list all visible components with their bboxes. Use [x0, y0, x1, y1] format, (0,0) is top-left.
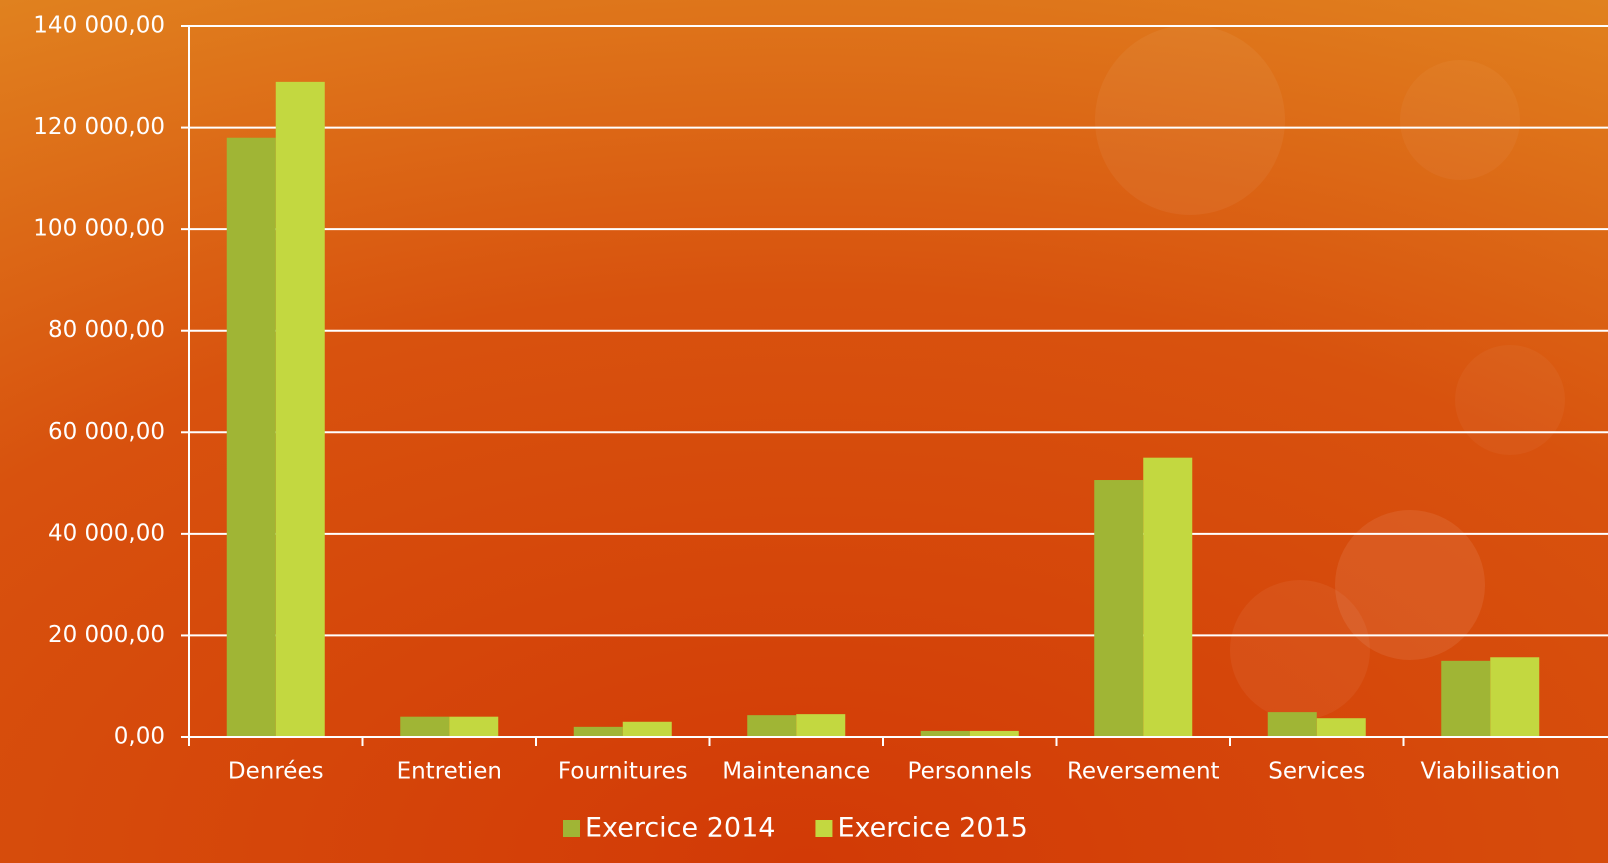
decor-circle: [1455, 345, 1565, 455]
y-tick-label: 120 000,00: [33, 114, 165, 140]
x-tick-label: Fournitures: [558, 759, 688, 785]
decor-circle: [1230, 580, 1370, 720]
bar: [747, 715, 797, 737]
bar: [275, 81, 325, 738]
bar: [400, 716, 450, 737]
y-tick-label: 60 000,00: [48, 419, 165, 445]
bar: [1267, 712, 1317, 737]
x-tick-label: Entretien: [397, 759, 502, 785]
x-tick-label: Maintenance: [722, 759, 870, 785]
y-tick-label: 140 000,00: [33, 13, 165, 39]
y-tick-label: 100 000,00: [33, 216, 165, 242]
bar: [1316, 718, 1366, 737]
bar: [1490, 657, 1540, 737]
y-tick-label: 80 000,00: [48, 317, 165, 343]
bar: [796, 714, 846, 737]
x-tick-label: Reversement: [1067, 759, 1220, 785]
legend-swatch: [815, 820, 833, 837]
x-tick-label: Personnels: [908, 759, 1032, 785]
x-tick-label: Denrées: [228, 759, 324, 785]
y-tick-label: 40 000,00: [48, 520, 165, 546]
bar: [573, 726, 623, 737]
legend-label: Exercice 2014: [585, 813, 775, 844]
bar: [969, 730, 1019, 737]
decor-circle: [1400, 60, 1520, 180]
decor-circle: [1095, 25, 1285, 215]
bar: [920, 730, 970, 737]
bar: [449, 716, 499, 737]
bar: [1094, 480, 1144, 737]
x-tick-label: Services: [1268, 759, 1365, 785]
y-tick-label: 0,00: [114, 724, 165, 750]
decor-circle: [1335, 510, 1485, 660]
y-tick-label: 20 000,00: [48, 622, 165, 648]
bar: [226, 137, 276, 737]
legend-swatch: [563, 820, 580, 837]
bar: [1441, 660, 1491, 737]
bar: [622, 721, 672, 737]
bar: [1143, 457, 1193, 737]
x-tick-label: Viabilisation: [1420, 759, 1560, 785]
legend-label: Exercice 2015: [837, 813, 1027, 844]
